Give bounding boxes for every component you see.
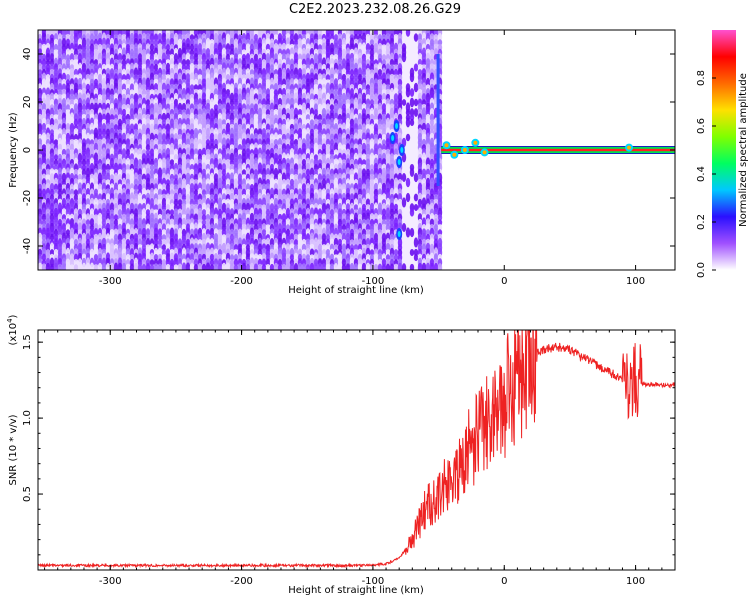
top-y-tick-label: 40 [22,48,33,61]
bottom-plot-frame [37,329,676,571]
y-multiplier-label: (x104) [6,314,19,345]
colorbar-tick-label: 0.2 [696,214,707,230]
top-x-tick-label: -100 [362,276,385,287]
colorbar-tick-label: 0.0 [696,262,707,278]
bottom-x-tick-label: 100 [626,576,645,587]
colorbar-tick-label: 0.8 [696,70,707,86]
colorbar-tick-label: 0.4 [696,166,707,182]
bottom-y-tick-label: 1.0 [22,410,33,426]
bottom-y-tick-label: 0.5 [22,486,33,502]
top-x-axis-label: Height of straight line (km) [288,285,424,296]
bottom-y-tick-label: 1.5 [22,334,33,350]
colorbar [712,30,736,270]
chart-title: C2E2.2023.232.08.26.G29 [288,2,462,17]
top-x-tick-label: 0 [501,276,507,287]
bottom-x-tick-label: -300 [99,576,122,587]
top-y-axis-label: Frequency (Hz) [8,112,19,188]
top-y-tick-label: 20 [22,96,33,109]
top-x-tick-label: -300 [99,276,122,287]
colorbar-tick-label: 0.6 [696,118,707,134]
snr-series-line [38,330,675,569]
top-y-tick-label: 0 [22,147,33,153]
bottom-x-tick-label: -100 [362,576,385,587]
top-x-tick-label: -200 [230,276,253,287]
top-x-tick-label: 100 [626,276,645,287]
top-y-tick-label: -40 [22,238,33,254]
spectrogram-image [38,30,675,270]
bottom-y-axis-label: SNR (10 * v/v) [8,414,19,485]
bottom-x-tick-label: 0 [501,576,507,587]
bottom-x-axis-label: Height of straight line (km) [288,585,424,596]
colorbar-label: Normalized spectral amplitude [738,73,749,227]
bottom-x-tick-label: -200 [230,576,253,587]
top-y-tick-label: -20 [22,190,33,206]
